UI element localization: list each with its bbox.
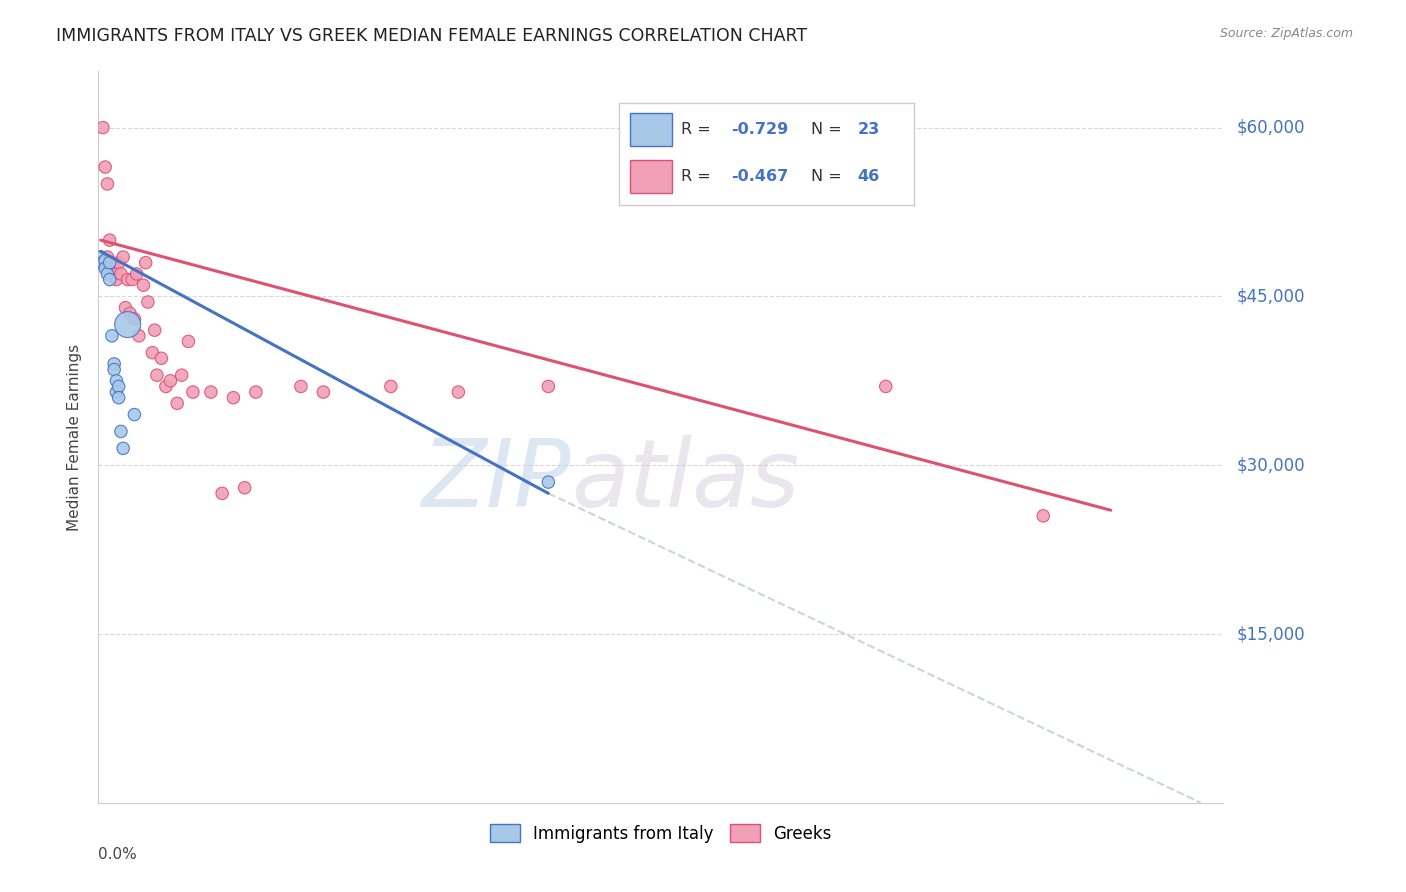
Point (110, 267, 132, 281)
Point (96, 250, 118, 264)
Bar (630, 112, 672, 145)
Point (117, 272, 139, 286)
Point (124, 408, 146, 422)
Point (105, 374, 128, 388)
Point (155, 379, 177, 393)
Point (170, 368, 193, 383)
Point (211, 486, 233, 500)
Point (103, 261, 125, 276)
Point (143, 323, 166, 337)
Point (124, 312, 146, 326)
Text: N =: N = (810, 169, 846, 184)
Point (98, 261, 121, 276)
Text: 23: 23 (858, 121, 880, 136)
Legend: Immigrants from Italy, Greeks: Immigrants from Italy, Greeks (484, 818, 838, 849)
Point (537, 475, 560, 489)
Point (98, 272, 121, 286)
Text: R =: R = (681, 121, 716, 136)
Point (118, 306, 141, 320)
Text: 46: 46 (858, 169, 880, 184)
Point (96, 267, 118, 281)
Bar (630, 160, 672, 193)
Point (91, 120, 114, 135)
Text: -0.729: -0.729 (731, 121, 789, 136)
Point (105, 267, 128, 281)
Point (312, 385, 335, 400)
Point (103, 362, 125, 376)
Text: N =: N = (810, 121, 846, 136)
Text: ZIP: ZIP (422, 435, 571, 526)
Point (200, 385, 222, 400)
Point (380, 379, 402, 393)
Point (128, 328, 150, 343)
Point (107, 379, 129, 393)
Point (177, 334, 200, 349)
Point (125, 267, 148, 281)
Point (150, 351, 173, 366)
Point (146, 368, 169, 383)
Point (290, 379, 312, 393)
Point (101, 255, 124, 269)
Point (90, 250, 112, 264)
Point (132, 278, 155, 293)
Point (107, 255, 129, 269)
Point (233, 481, 256, 495)
Point (98, 255, 121, 269)
Point (94, 253, 117, 268)
Point (875, 379, 897, 393)
Point (136, 295, 159, 310)
Text: $60,000: $60,000 (1237, 119, 1305, 136)
Point (222, 391, 245, 405)
Point (94, 261, 117, 276)
Point (159, 374, 181, 388)
Point (90, 255, 112, 269)
Point (101, 328, 124, 343)
Point (112, 250, 135, 264)
Point (112, 442, 135, 456)
Point (110, 425, 132, 439)
Point (537, 379, 560, 393)
Point (166, 396, 188, 410)
Y-axis label: Median Female Earnings: Median Female Earnings (67, 343, 83, 531)
Point (96, 177, 118, 191)
Point (141, 345, 163, 359)
Point (181, 385, 204, 400)
Point (94, 160, 117, 174)
Point (91, 255, 114, 269)
Text: $45,000: $45,000 (1237, 287, 1305, 305)
Point (103, 357, 125, 371)
Text: IMMIGRANTS FROM ITALY VS GREEK MEDIAN FEMALE EARNINGS CORRELATION CHART: IMMIGRANTS FROM ITALY VS GREEK MEDIAN FE… (56, 27, 807, 45)
Text: $15,000: $15,000 (1237, 625, 1305, 643)
Point (98, 233, 121, 247)
Point (105, 272, 128, 286)
Point (114, 301, 136, 315)
Point (105, 385, 128, 400)
Text: 0.0%: 0.0% (98, 847, 138, 862)
Text: atlas: atlas (571, 435, 799, 526)
Text: R =: R = (681, 169, 716, 184)
Point (107, 391, 129, 405)
Point (1032, 508, 1054, 523)
Text: Source: ZipAtlas.com: Source: ZipAtlas.com (1219, 27, 1353, 40)
Point (135, 255, 157, 269)
Point (447, 385, 470, 400)
Point (121, 272, 143, 286)
Text: $30,000: $30,000 (1237, 456, 1305, 475)
Point (117, 318, 139, 332)
Text: -0.467: -0.467 (731, 169, 789, 184)
Point (245, 385, 267, 400)
